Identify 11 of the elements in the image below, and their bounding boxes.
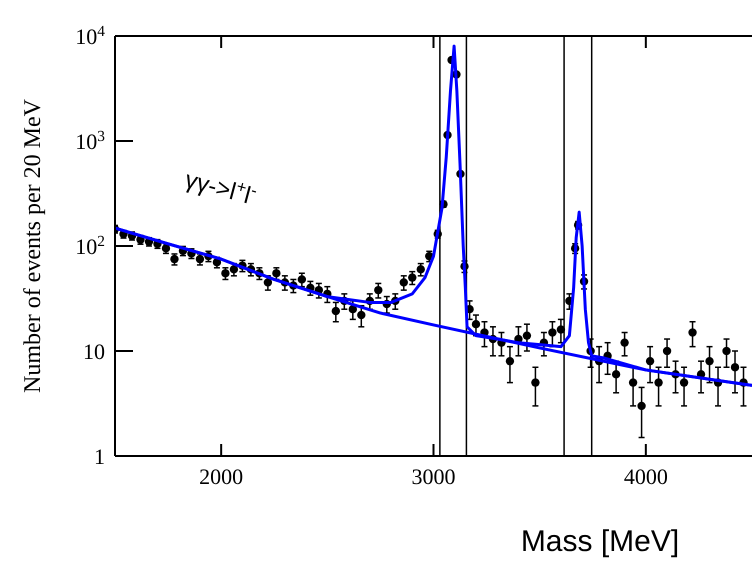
x-tick-label: 2000 [199,464,244,489]
y-tick-label: 1 [94,444,105,469]
y-axis-title: Number of events per 20 MeV [20,98,46,393]
y-tick-label: 10$^{2}$ [75,232,105,259]
x-tick-label: 3000 [412,464,456,489]
x-axis-title: Mass [MeV] [520,525,680,558]
y-tick-label: 10$^{4}$ [75,22,106,49]
y-tick-label: 10 [83,339,105,364]
x-tick-label: 4000 [624,464,668,489]
y-tick-label: 10$^{3}$ [75,128,106,154]
annotation: γγ->l$^{+}$l$^{-}$ [182,166,260,210]
